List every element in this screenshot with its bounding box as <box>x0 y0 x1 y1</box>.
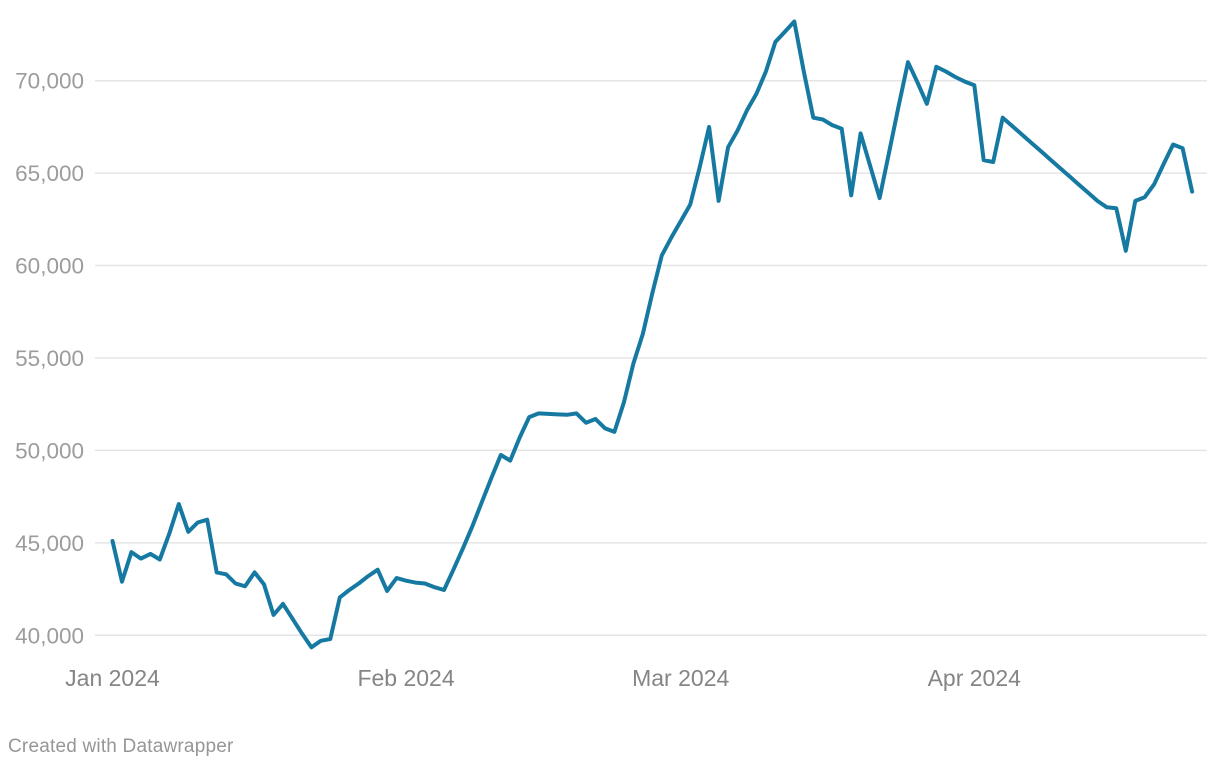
x-axis-tick-label: Jan 2024 <box>65 665 160 691</box>
x-axis-tick-label: Feb 2024 <box>357 665 454 691</box>
x-axis-tick-label: Apr 2024 <box>928 665 1022 691</box>
price-line <box>110 19 1195 650</box>
datawrapper-credit: Created with Datawrapper <box>8 736 234 757</box>
y-axis-tick-label: 40,000 <box>15 623 84 648</box>
y-axis-tick-label: 45,000 <box>15 531 84 556</box>
y-axis-tick-label: 60,000 <box>15 254 84 279</box>
y-axis-tick-label: 50,000 <box>15 438 84 463</box>
y-axis-tick-label: 55,000 <box>15 346 84 371</box>
x-axis-tick-label: Mar 2024 <box>632 665 729 691</box>
y-axis-tick-label: 70,000 <box>15 69 84 94</box>
y-axis-tick-label: 65,000 <box>15 161 84 186</box>
